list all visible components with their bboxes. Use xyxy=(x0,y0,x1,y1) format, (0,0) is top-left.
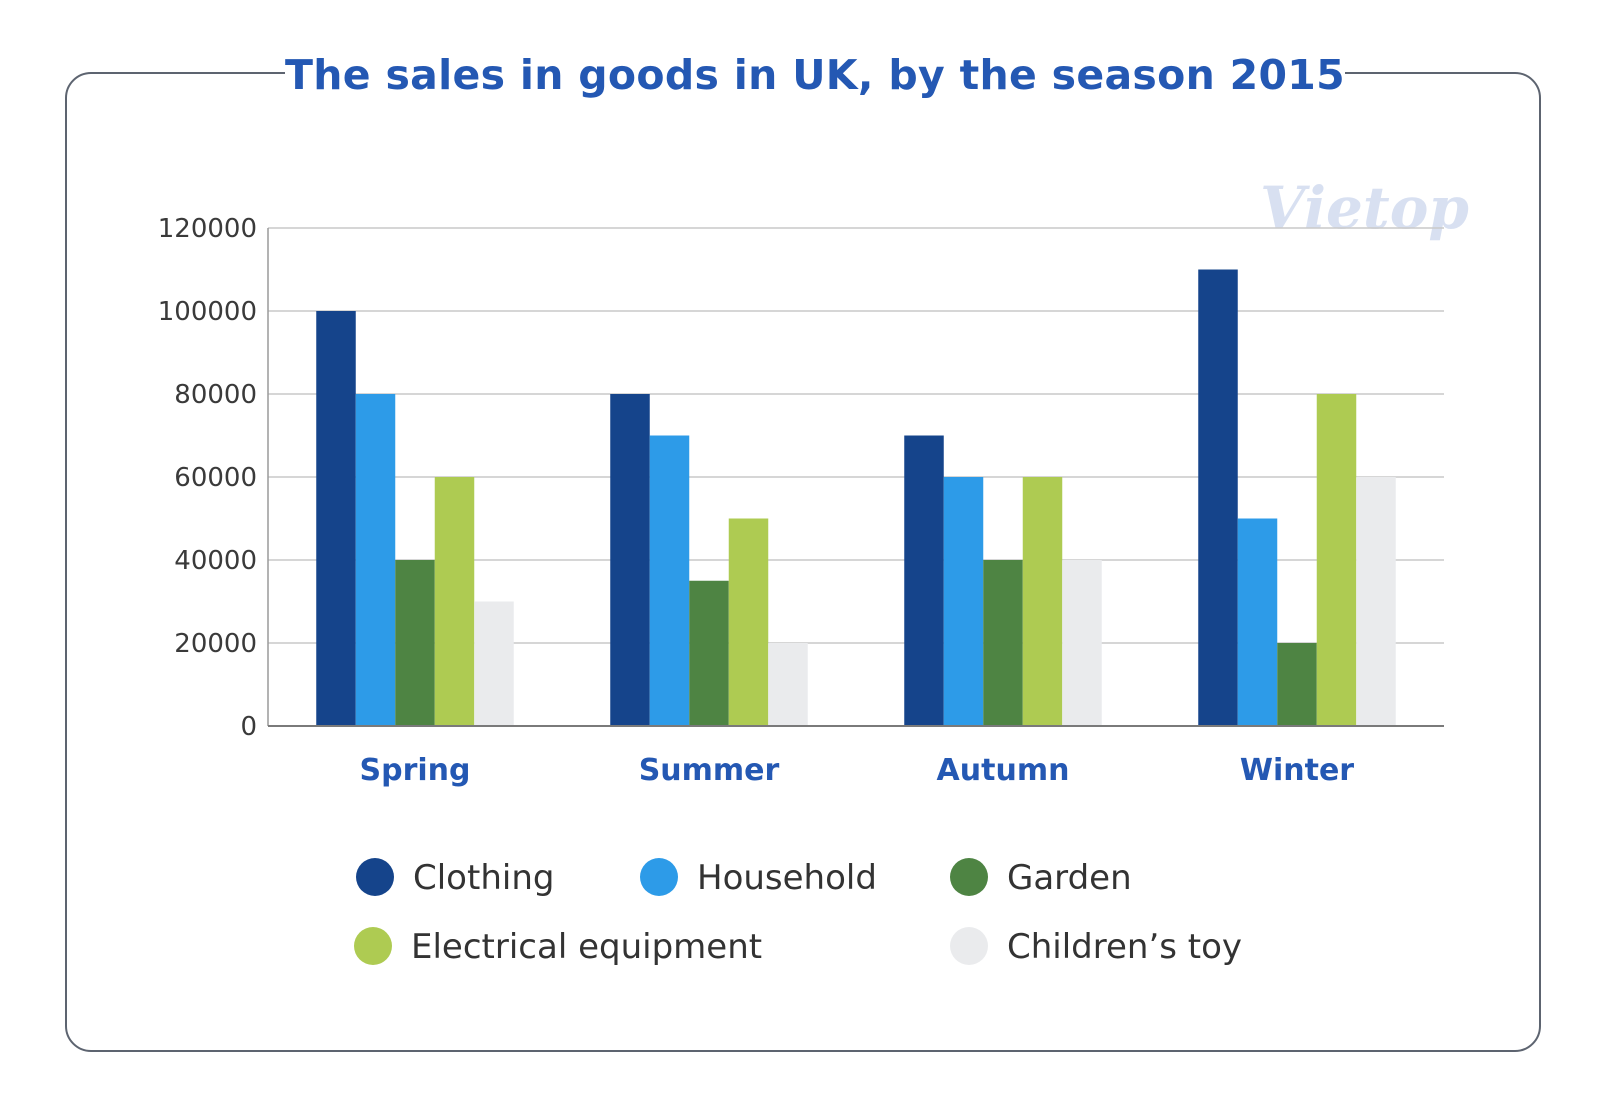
bar-spring-children-s-toy xyxy=(474,601,514,726)
legend-swatch xyxy=(950,858,988,896)
watermark-logo: Vietop xyxy=(1260,174,1469,242)
chart-title: The sales in goods in UK, by the season … xyxy=(285,40,1345,110)
bar-winter-clothing xyxy=(1198,269,1238,726)
legend-label: Household xyxy=(697,858,877,898)
y-tick-label: 0 xyxy=(240,712,257,742)
bar-spring-clothing xyxy=(316,311,356,726)
y-tick-label: 60000 xyxy=(174,463,257,493)
bar-summer-electrical-equipment xyxy=(728,518,769,726)
legend-label: Clothing xyxy=(413,858,554,898)
bar-winter-household xyxy=(1237,518,1278,726)
bar-spring-garden xyxy=(395,560,435,726)
legend-swatch xyxy=(354,927,392,965)
y-tick-label: 80000 xyxy=(174,380,257,410)
y-tick-label: 20000 xyxy=(174,629,257,659)
x-axis-categories: Spring Summer Autumn Winter xyxy=(360,753,1355,788)
x-category-label: Winter xyxy=(1240,753,1354,788)
y-tick-label: 100000 xyxy=(158,297,257,327)
axes xyxy=(267,228,1444,727)
bar-winter-children-s-toy xyxy=(1356,477,1396,726)
bar-winter-electrical-equipment xyxy=(1316,394,1357,726)
legend-label: Children’s toy xyxy=(1007,927,1242,967)
x-category-label: Autumn xyxy=(937,753,1070,788)
x-category-label: Summer xyxy=(639,753,780,788)
legend-swatch xyxy=(356,858,394,896)
bar-autumn-children-s-toy xyxy=(1062,560,1102,726)
y-tick-label: 120000 xyxy=(158,214,257,244)
y-axis-ticks: 0 20000 40000 60000 80000 100000 120000 xyxy=(158,214,257,742)
bar-winter-garden xyxy=(1277,643,1317,726)
bar-summer-clothing xyxy=(610,394,650,726)
bar-autumn-garden xyxy=(983,560,1023,726)
bar-spring-household xyxy=(355,394,396,726)
legend-label: Garden xyxy=(1007,858,1132,898)
bar-autumn-household xyxy=(943,477,984,726)
bar-summer-household xyxy=(649,435,690,726)
y-tick-label: 40000 xyxy=(174,546,257,576)
legend-swatch xyxy=(640,858,678,896)
bar-summer-garden xyxy=(689,580,729,726)
legend: Clothing Household Garden Electrical equipm… xyxy=(354,858,1242,967)
legend-swatch xyxy=(950,927,988,965)
bar-summer-children-s-toy xyxy=(768,643,808,726)
x-category-label: Spring xyxy=(360,753,471,788)
bar-autumn-electrical-equipment xyxy=(1022,477,1063,726)
bar-autumn-clothing xyxy=(904,435,944,726)
bars xyxy=(316,269,1396,726)
legend-label: Electrical equipment xyxy=(411,927,762,967)
bar-spring-electrical-equipment xyxy=(434,477,475,726)
